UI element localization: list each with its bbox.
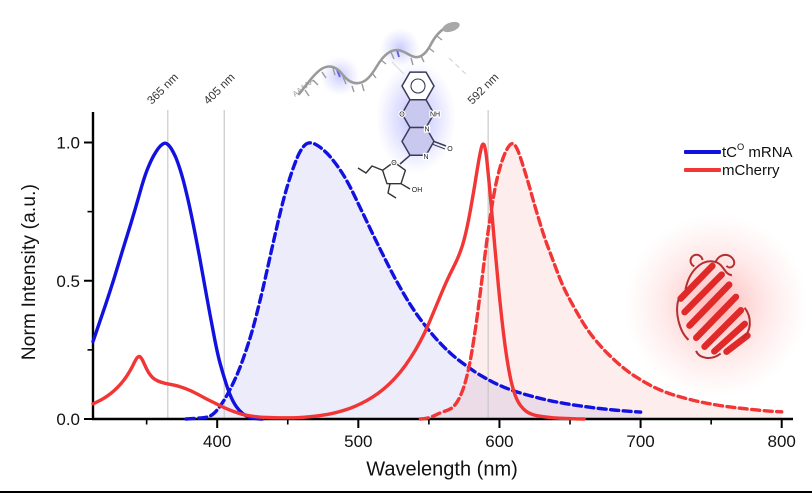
five-prime-chain	[357, 165, 383, 174]
mrna-strand	[297, 26, 448, 96]
mrna-cap	[442, 21, 460, 33]
connector-line	[448, 57, 469, 77]
mcherry-glow	[624, 214, 808, 398]
tick-labels: 400 500 600 700 800 0.0 0.5 1.0	[56, 134, 796, 452]
glycosidic-bond	[399, 154, 411, 165]
series-curve-3	[418, 141, 784, 421]
atom-oh: OH	[412, 187, 423, 194]
atom-o: O	[399, 112, 405, 119]
atom-o: O	[391, 160, 397, 167]
legend-label-mcherry: mCherry	[722, 161, 780, 179]
bond	[400, 183, 411, 190]
axis-ticks	[84, 141, 783, 428]
mrna-base-glow	[380, 28, 420, 68]
three-prime-chain	[387, 183, 397, 199]
annotation-label-365: 365 nm	[145, 72, 181, 108]
pyrimidinone-ring	[401, 126, 435, 157]
mrna-squiggle-illustration: AAAAA	[291, 21, 469, 99]
atom-nh: NH	[430, 112, 440, 119]
y-axis-label: Norm Intensity (a.u.)	[19, 183, 40, 361]
legend-line-red	[684, 168, 721, 172]
exocyclic-bond	[433, 140, 447, 147]
legend-item-tc-mrna: tCO mRNA	[684, 142, 793, 161]
series-curve-1	[184, 141, 643, 421]
beta-barrel-strands	[677, 262, 751, 355]
x-tick-label: 800	[768, 432, 796, 451]
legend: tCO mRNA mCherry	[684, 142, 793, 179]
y-tick-label: 0.5	[56, 272, 80, 291]
annotation-label-405: 405 nm	[202, 72, 238, 108]
legend-item-mcherry: mCherry	[684, 161, 793, 179]
aromatic-circle	[410, 78, 426, 94]
atom-n: N	[424, 127, 429, 134]
x-tick-label: 400	[203, 432, 231, 451]
atom-n: N	[423, 154, 428, 161]
legend-label-rest: mRNA	[744, 144, 793, 161]
y-tick-label: 0.0	[56, 410, 80, 429]
y-tick-label: 1.0	[56, 134, 80, 153]
series-curve-2	[91, 142, 586, 421]
exocyclic-bond	[432, 143, 446, 150]
benzene-ring	[401, 71, 435, 101]
connector-line	[391, 61, 405, 75]
legend-line-blue	[684, 150, 721, 154]
x-axis-label: Wavelength (nm)	[366, 458, 518, 481]
figure-bottom-border	[0, 491, 812, 494]
series-curve-0	[91, 141, 265, 421]
x-tick-label: 600	[485, 432, 513, 451]
series-fill-1	[186, 142, 641, 420]
annotation-label-592: 592 nm	[466, 72, 502, 108]
series-fill-3	[420, 143, 782, 419]
protein-loops	[676, 253, 751, 359]
series-strokes	[91, 141, 784, 421]
poly-a-tail-label: AAAAA	[291, 76, 316, 98]
axes	[91, 112, 793, 421]
atom-o: O	[447, 146, 453, 153]
x-tick-label: 500	[344, 432, 372, 451]
legend-label-main: tC	[722, 144, 737, 161]
atom-labels: O NH N N O	[398, 110, 455, 162]
mcherry-protein-illustration	[676, 253, 751, 359]
series-fills	[186, 142, 782, 420]
ribose-ring	[381, 161, 407, 185]
tc-nucleoside-structure: O NH N N O O OH	[357, 71, 455, 199]
mrna-base-ticks	[304, 35, 443, 97]
legend-label-tc-mrna: tCO mRNA	[722, 142, 793, 161]
ribose-labels: O OH	[390, 159, 423, 196]
x-tick-label: 700	[626, 432, 654, 451]
legend-label-sup: O	[737, 142, 745, 152]
